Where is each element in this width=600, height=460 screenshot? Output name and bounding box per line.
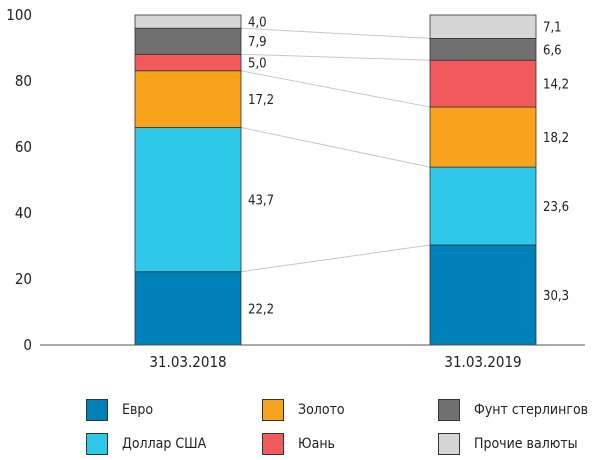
value-label-yuan-2: 14,2 [543, 78, 569, 93]
legend-label-yuan: Юань [298, 436, 335, 452]
bar-yuan-1 [134, 53, 242, 72]
connector-lines [240, 27, 431, 273]
bar-gbp-2 [429, 38, 537, 61]
value-label-gold-1: 17,2 [248, 93, 274, 108]
y-tick-label-0: 0 [23, 336, 32, 354]
bar-other-2 [429, 14, 537, 39]
connector-usd [240, 127, 431, 168]
connector-yuan [240, 53, 431, 61]
bar-gbp-1 [134, 27, 242, 55]
value-label-yuan-1: 5,0 [248, 57, 267, 72]
y-tick-label-2: 40 [15, 204, 32, 222]
x-tick-label-1: 31.03.2018 [149, 353, 226, 371]
legend-swatch-euro [86, 399, 108, 421]
stacked-bar-chart: 0 20 40 60 80 100 22,2 43,7 17,2 5,0 7,9 4,0 30,3 23… [6, 6, 585, 371]
y-tick-label-3: 60 [15, 138, 32, 156]
legend-swatch-usd [86, 433, 108, 455]
bars [134, 14, 537, 346]
value-label-other-2: 7,1 [543, 21, 562, 36]
value-label-gbp-2: 6,6 [543, 43, 562, 58]
legend-label-gbp: Фунт стерлингов [474, 402, 589, 418]
y-tick-label-1: 20 [15, 270, 32, 288]
y-axis: 0 20 40 60 80 100 [6, 6, 32, 354]
bar-gold-1 [134, 70, 242, 128]
value-label-euro-1: 22,2 [248, 302, 274, 317]
legend-item-euro: Евро [86, 398, 153, 422]
connector-gold [240, 70, 431, 108]
legend-swatch-gbp [438, 399, 460, 421]
legend-item-usd: Доллар США [86, 432, 206, 456]
bar-yuan-2 [429, 59, 537, 108]
bar-usd-1 [134, 127, 242, 273]
bar-usd-2 [429, 166, 537, 246]
bar-gold-2 [429, 106, 537, 168]
x-axis: 31.03.2018 31.03.2019 [40, 344, 585, 371]
value-label-usd-1: 43,7 [248, 194, 274, 209]
legend-swatch-other [438, 433, 460, 455]
bar-euro-2 [429, 244, 537, 346]
value-label-usd-2: 23,6 [543, 200, 569, 215]
legend-label-euro: Евро [122, 402, 154, 418]
legend-item-gold: Золото [262, 398, 345, 422]
value-label-gold-2: 18,2 [543, 131, 569, 146]
legend-item-other: Прочие валюты [438, 432, 578, 456]
x-tick-label-2: 31.03.2019 [444, 353, 521, 371]
value-label-gbp-1: 7,9 [248, 35, 267, 50]
legend-swatch-gold [262, 399, 284, 421]
y-tick-label-5: 100 [6, 6, 32, 24]
legend-label-other: Прочие валюты [474, 436, 578, 452]
connector-gbp [240, 27, 431, 39]
connector-euro [240, 244, 431, 273]
bar-euro-1 [134, 271, 242, 346]
legend-label-usd: Доллар США [122, 436, 207, 452]
legend-item-yuan: Юань [262, 432, 335, 456]
segment-labels: 22,2 43,7 17,2 5,0 7,9 4,0 30,3 23,6 18,2 14,2 6,6… [248, 16, 569, 318]
legend-swatch-yuan [262, 433, 284, 455]
legend: Евро Доллар США Золото Юань Фунт стерлин… [0, 388, 600, 460]
legend-item-gbp: Фунт стерлингов [438, 398, 588, 422]
legend-label-gold: Золото [298, 402, 345, 418]
bar-other-1 [134, 14, 242, 29]
value-label-other-1: 4,0 [248, 16, 267, 31]
y-tick-label-4: 80 [15, 72, 32, 90]
value-label-euro-2: 30,3 [543, 289, 569, 304]
